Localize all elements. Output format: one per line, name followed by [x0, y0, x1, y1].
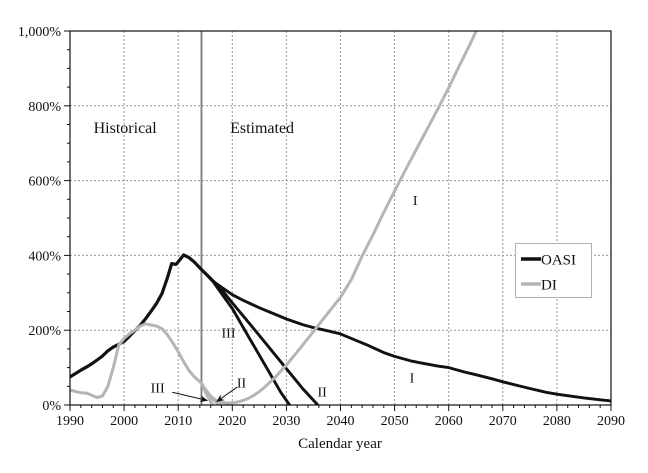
x-tick-label: 2010	[164, 414, 192, 429]
y-tick-label: 600%	[28, 175, 61, 190]
y-tick-label: 1,000%	[18, 25, 62, 40]
x-tick-label: 2080	[543, 414, 571, 429]
x-tick-label: 2040	[327, 414, 355, 429]
legend-box	[515, 243, 592, 298]
axis-ticks	[64, 30, 612, 411]
historical-label: Historical	[94, 120, 158, 137]
series-oasi-estimated-alternative-i	[200, 268, 611, 403]
x-tick-label: 2020	[218, 414, 246, 429]
series-oasi-estimated-alternative-iii	[200, 268, 292, 405]
x-tick-label: 2070	[489, 414, 517, 429]
y-tick-label: 200%	[28, 324, 61, 339]
x-tick-label: 2030	[272, 414, 300, 429]
oasi-i-label: I	[410, 372, 415, 387]
di-ii-label: II	[237, 376, 247, 391]
x-tick-label: 2060	[435, 414, 463, 429]
series-di-historical	[70, 322, 203, 399]
series-group	[70, 31, 611, 405]
tick-labels: 1990 2000 2010 2020 2030 2040 2050 2060 2070 2080…	[18, 25, 625, 429]
series-di-estimated-alternative-iii	[200, 381, 215, 405]
legend: OASI DI	[515, 243, 592, 298]
di-iii-label: III	[151, 382, 165, 397]
di-iii-arrow	[172, 391, 208, 403]
x-tick-label: 2050	[381, 414, 409, 429]
x-tick-label: 2090	[597, 414, 625, 429]
di-i-label: I	[413, 194, 418, 209]
y-tick-label: 0%	[42, 399, 61, 414]
gridlines	[70, 31, 611, 405]
x-tick-label: 2000	[110, 414, 138, 429]
x-tick-label: 1990	[56, 414, 84, 429]
legend-label-oasi: OASI	[541, 253, 576, 269]
estimated-label: Estimated	[230, 120, 294, 137]
oasi-iii-label: III	[222, 327, 236, 342]
oasi-ii-label: II	[317, 385, 327, 400]
x-axis-title: Calendar year	[298, 436, 382, 452]
legend-label-di: DI	[541, 278, 557, 294]
y-tick-label: 800%	[28, 100, 61, 115]
series-di-estimated-alternative-i	[200, 31, 478, 405]
di-ii-arrow	[216, 386, 238, 403]
y-tick-label: 400%	[28, 249, 61, 264]
